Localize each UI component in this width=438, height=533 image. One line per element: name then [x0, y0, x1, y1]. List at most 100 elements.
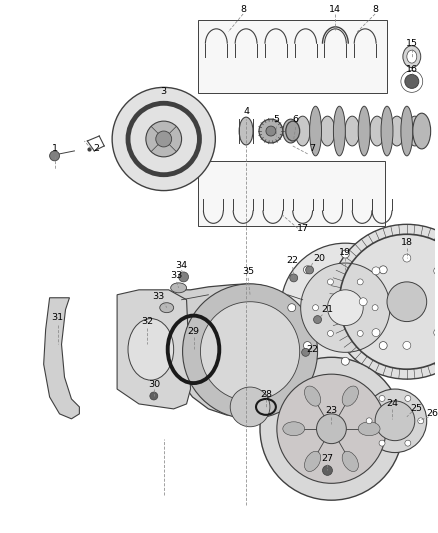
Circle shape — [357, 279, 363, 285]
Circle shape — [260, 357, 403, 500]
Text: 33: 33 — [153, 292, 165, 301]
Circle shape — [230, 387, 270, 427]
Circle shape — [156, 131, 172, 147]
Ellipse shape — [389, 116, 404, 146]
Ellipse shape — [304, 386, 321, 406]
Ellipse shape — [345, 116, 360, 146]
Text: 32: 32 — [141, 317, 153, 326]
Ellipse shape — [381, 106, 393, 156]
Text: 34: 34 — [176, 261, 187, 270]
Circle shape — [201, 302, 300, 401]
Circle shape — [359, 298, 367, 306]
Text: 8: 8 — [372, 5, 378, 14]
Text: 24: 24 — [386, 399, 398, 408]
Circle shape — [357, 330, 363, 336]
Text: 25: 25 — [411, 405, 423, 414]
Ellipse shape — [358, 422, 380, 435]
Ellipse shape — [333, 106, 345, 156]
Text: 4: 4 — [243, 107, 249, 116]
Circle shape — [363, 389, 427, 453]
Circle shape — [372, 329, 380, 336]
Ellipse shape — [160, 303, 173, 313]
Circle shape — [418, 418, 424, 424]
Circle shape — [49, 151, 60, 161]
Polygon shape — [44, 298, 79, 419]
Circle shape — [304, 342, 311, 350]
Text: 28: 28 — [260, 390, 272, 399]
Circle shape — [277, 374, 386, 483]
Text: 16: 16 — [406, 65, 418, 74]
Circle shape — [288, 304, 296, 312]
Text: 5: 5 — [273, 115, 279, 124]
Circle shape — [328, 330, 333, 336]
Circle shape — [306, 266, 314, 274]
Circle shape — [314, 316, 321, 324]
Text: 30: 30 — [148, 379, 160, 389]
Text: 22: 22 — [307, 345, 318, 354]
Circle shape — [266, 126, 276, 136]
Circle shape — [329, 224, 438, 379]
Text: 26: 26 — [427, 409, 438, 418]
Circle shape — [405, 395, 411, 401]
Circle shape — [366, 418, 372, 424]
Circle shape — [146, 121, 182, 157]
Circle shape — [259, 119, 283, 143]
Bar — [198, 161, 385, 227]
Circle shape — [387, 282, 427, 321]
Circle shape — [405, 440, 411, 446]
Text: 27: 27 — [321, 454, 333, 463]
Ellipse shape — [295, 116, 310, 146]
Text: 6: 6 — [293, 115, 299, 124]
Circle shape — [300, 263, 390, 352]
Text: 21: 21 — [321, 305, 333, 314]
Text: 18: 18 — [401, 238, 413, 247]
Bar — [198, 20, 387, 93]
Circle shape — [341, 357, 349, 365]
Circle shape — [379, 395, 385, 401]
Text: 8: 8 — [240, 5, 246, 14]
Circle shape — [403, 342, 411, 349]
Text: 17: 17 — [297, 224, 309, 233]
Ellipse shape — [283, 119, 299, 143]
Ellipse shape — [320, 116, 335, 146]
Ellipse shape — [358, 106, 370, 156]
Circle shape — [395, 304, 403, 312]
Text: 7: 7 — [310, 144, 316, 154]
Circle shape — [372, 305, 378, 311]
Ellipse shape — [407, 116, 422, 146]
Text: 14: 14 — [329, 5, 341, 14]
Circle shape — [379, 342, 387, 350]
Circle shape — [328, 290, 363, 326]
Circle shape — [281, 243, 410, 372]
Circle shape — [317, 414, 346, 443]
Text: 1: 1 — [52, 144, 57, 154]
Circle shape — [403, 254, 411, 262]
Text: 19: 19 — [339, 248, 351, 256]
Text: 22: 22 — [287, 255, 299, 264]
Text: 29: 29 — [187, 327, 199, 336]
Circle shape — [341, 250, 349, 258]
Ellipse shape — [310, 106, 321, 156]
Text: 2: 2 — [93, 144, 99, 154]
Circle shape — [150, 392, 158, 400]
Circle shape — [302, 349, 310, 356]
Ellipse shape — [239, 117, 253, 145]
Circle shape — [313, 305, 318, 311]
Circle shape — [328, 279, 333, 285]
Circle shape — [379, 266, 387, 274]
Circle shape — [379, 440, 385, 446]
Ellipse shape — [403, 46, 421, 68]
Circle shape — [304, 266, 311, 274]
Ellipse shape — [407, 50, 417, 63]
Text: 20: 20 — [314, 254, 325, 263]
Circle shape — [434, 267, 438, 275]
Text: 35: 35 — [242, 268, 254, 277]
Circle shape — [290, 274, 298, 282]
Polygon shape — [117, 290, 191, 409]
Circle shape — [183, 284, 318, 419]
Ellipse shape — [286, 121, 300, 141]
Text: 33: 33 — [170, 271, 183, 280]
Ellipse shape — [370, 116, 385, 146]
Ellipse shape — [128, 319, 173, 380]
Ellipse shape — [283, 422, 305, 435]
